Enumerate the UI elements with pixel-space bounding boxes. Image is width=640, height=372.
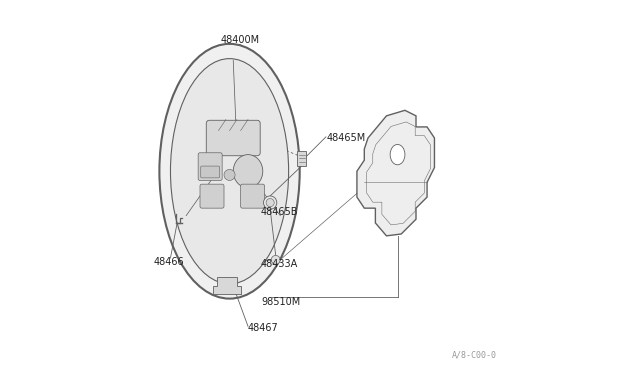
Circle shape [266, 199, 274, 207]
Text: A/8-C00-0: A/8-C00-0 [452, 350, 497, 359]
Ellipse shape [159, 44, 300, 299]
FancyBboxPatch shape [198, 153, 222, 180]
Polygon shape [357, 110, 435, 236]
Text: 48466: 48466 [154, 257, 184, 267]
Text: 48465B: 48465B [261, 207, 298, 217]
FancyBboxPatch shape [206, 120, 260, 156]
Ellipse shape [233, 155, 263, 188]
Text: 48433A: 48433A [261, 259, 298, 269]
Ellipse shape [390, 144, 405, 165]
FancyBboxPatch shape [298, 151, 307, 166]
Ellipse shape [170, 59, 289, 284]
FancyBboxPatch shape [200, 184, 224, 208]
Circle shape [271, 256, 280, 264]
FancyBboxPatch shape [241, 184, 264, 208]
Text: 48467: 48467 [248, 323, 279, 333]
FancyBboxPatch shape [201, 166, 220, 178]
Text: 48400M: 48400M [221, 35, 260, 45]
Circle shape [264, 196, 277, 209]
Circle shape [224, 169, 235, 180]
Polygon shape [213, 277, 241, 294]
Text: 48465M: 48465M [326, 133, 366, 143]
Text: 98510M: 98510M [262, 297, 301, 307]
